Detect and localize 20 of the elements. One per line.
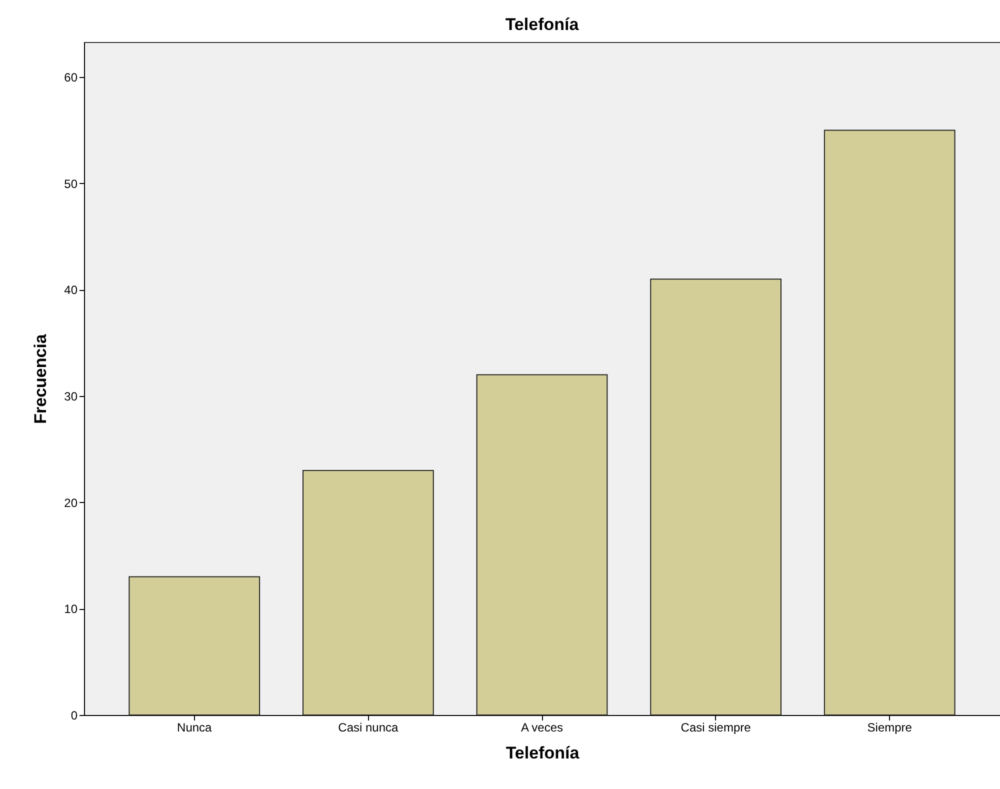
y-tick-label: 10	[64, 602, 78, 616]
y-tick-label: 40	[64, 283, 78, 298]
x-tick-label: Siempre	[867, 720, 912, 734]
y-tick-label: 50	[64, 176, 78, 191]
y-tick-label: 30	[64, 390, 78, 404]
x-axis-title: Telefonía	[506, 744, 580, 762]
bar	[476, 374, 608, 716]
y-tick-label: 60	[64, 70, 78, 85]
x-tick-label: A veces	[520, 720, 564, 734]
bar	[824, 130, 956, 716]
bar	[128, 576, 260, 716]
y-axis-title: Frecuencia	[31, 334, 50, 424]
bar	[650, 278, 782, 716]
y-tick-label: 20	[64, 496, 78, 510]
x-tick-label: Casi nunca	[338, 720, 399, 734]
bar	[302, 470, 434, 716]
chart-title: Telefonía	[505, 15, 580, 34]
x-tick-label: Nunca	[177, 720, 212, 734]
y-tick-label: 0	[70, 708, 78, 722]
x-tick-label: Casi siempre	[680, 720, 752, 734]
